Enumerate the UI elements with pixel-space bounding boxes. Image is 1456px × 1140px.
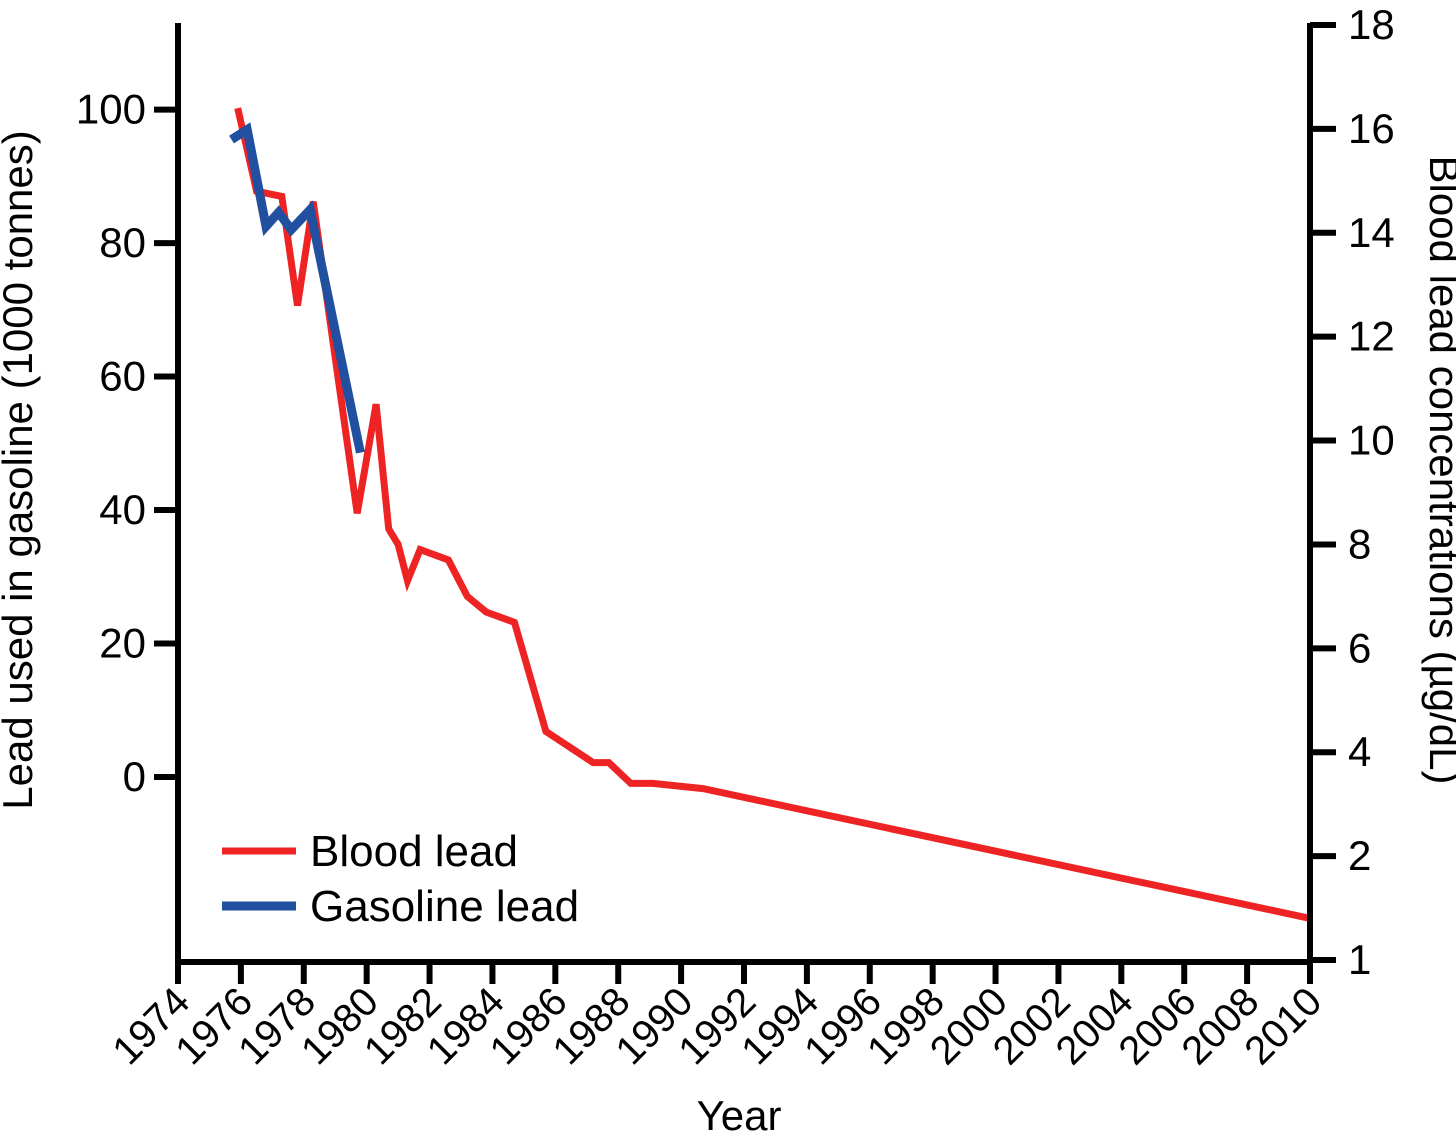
legend: Blood lead Gasoline lead	[222, 827, 579, 931]
right-tick-label-6: 6	[1348, 624, 1371, 671]
left-tick-label-20: 20	[99, 620, 146, 667]
x-axis-ticks: 1974197619781980198219841986198819901992…	[104, 962, 1330, 1073]
x-axis-title: Year	[697, 1092, 782, 1139]
left-tick-label-100: 100	[76, 86, 146, 133]
right-axis-title: Blood lead concentrations (µg/dL)	[1421, 156, 1456, 785]
legend-blood-lead-label: Blood lead	[310, 827, 518, 876]
right-tick-label-2: 2	[1348, 832, 1371, 879]
right-tick-label-12: 12	[1348, 313, 1395, 360]
gasoline-lead-line	[229, 122, 365, 454]
right-tick-label-8: 8	[1348, 520, 1371, 567]
right-tick-label-1: 1	[1348, 936, 1371, 983]
right-axis-ticks: 18 16 14 12 10 8 6 4 2 1	[1310, 1, 1395, 983]
blood-lead-line	[234, 107, 1311, 922]
left-axis-title: Lead used in gasoline (1000 tonnes)	[0, 130, 41, 810]
left-tick-label-40: 40	[99, 486, 146, 533]
right-tick-label-18: 18	[1348, 1, 1395, 48]
right-tick-label-14: 14	[1348, 209, 1395, 256]
series-layer	[229, 107, 1311, 922]
left-axis-ticks: 100 80 60 40 20 0	[76, 86, 178, 800]
left-tick-label-0: 0	[123, 753, 146, 800]
right-tick-label-10: 10	[1348, 417, 1395, 464]
left-tick-label-80: 80	[99, 219, 146, 266]
right-tick-label-16: 16	[1348, 105, 1395, 152]
right-tick-label-4: 4	[1348, 728, 1371, 775]
left-tick-label-60: 60	[99, 353, 146, 400]
legend-gasoline-lead-label: Gasoline lead	[310, 882, 579, 931]
